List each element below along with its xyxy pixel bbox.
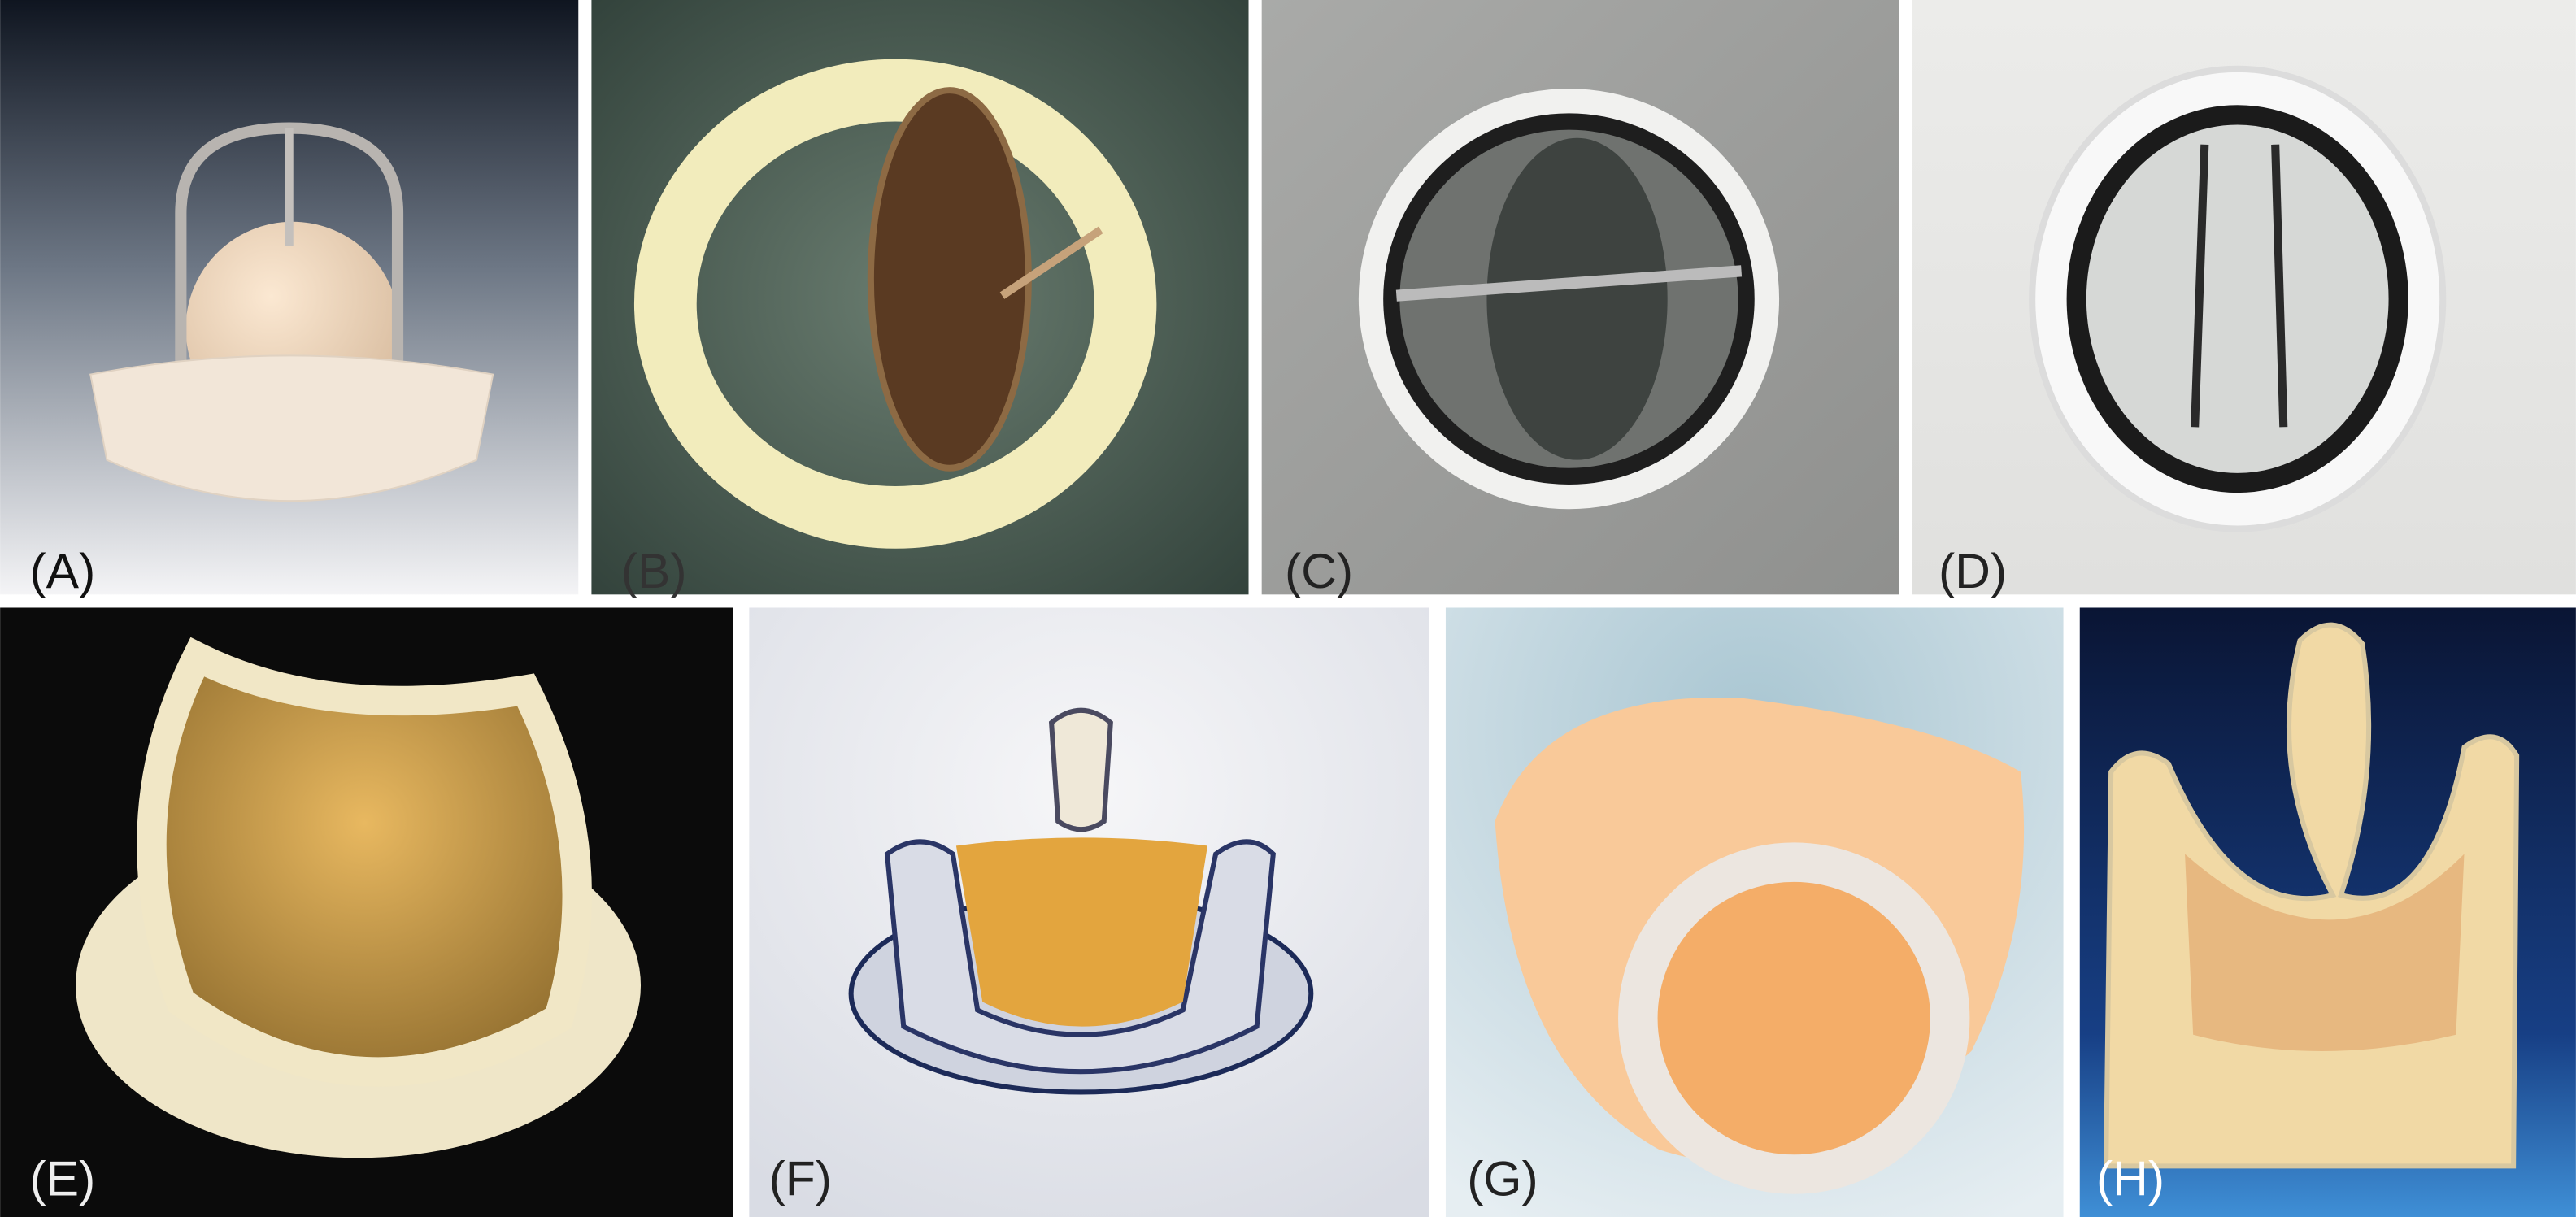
panel-label: (D) bbox=[1939, 543, 2007, 598]
panel-label: (H) bbox=[2096, 1151, 2165, 1206]
panel-label: (A) bbox=[29, 543, 95, 598]
panel-label: (G) bbox=[1467, 1151, 1538, 1206]
panel-b: (B) bbox=[591, 0, 1249, 598]
panel-label: (B) bbox=[621, 543, 687, 598]
panel-a: (A) bbox=[0, 0, 579, 598]
panel-d: (D) bbox=[1912, 0, 2576, 598]
panel-f: (F) bbox=[749, 607, 1429, 1217]
panel-c: (C) bbox=[1261, 0, 1899, 598]
panel-label: (C) bbox=[1285, 543, 1353, 598]
panel-label: (E) bbox=[29, 1151, 95, 1206]
panel-g: (G) bbox=[1445, 607, 2064, 1217]
panel-label: (F) bbox=[769, 1151, 832, 1206]
panel-e: (E) bbox=[0, 607, 733, 1217]
panel-h: (H) bbox=[2079, 607, 2576, 1217]
